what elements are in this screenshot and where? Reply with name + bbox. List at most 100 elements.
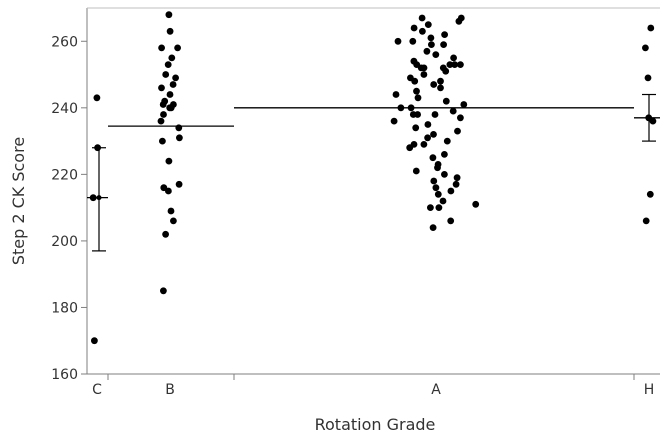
data-point: [167, 207, 175, 215]
data-point: [165, 157, 173, 165]
data-point: [170, 217, 177, 225]
data-point: [175, 180, 183, 188]
data-point: [432, 51, 440, 58]
data-point: [457, 61, 464, 68]
data-point: [158, 84, 165, 92]
data-point: [418, 14, 426, 22]
data-point: [93, 94, 101, 102]
data-point: [644, 74, 652, 82]
data-point: [169, 81, 177, 88]
data-point: [164, 61, 172, 68]
y-tick-label: 180: [51, 300, 78, 316]
data-point: [159, 101, 167, 108]
data-point: [455, 17, 463, 25]
data-point: [435, 204, 443, 212]
x-axis-label: Rotation Grade: [315, 415, 436, 434]
data-point: [442, 97, 450, 105]
x-tick-label: A: [431, 382, 441, 398]
mean-lines: [87, 107, 660, 199]
data-point: [160, 287, 167, 295]
data-point: [434, 190, 442, 198]
data-point: [91, 337, 98, 345]
data-point: [172, 74, 180, 82]
x-tick-label: B: [165, 382, 175, 398]
data-point: [440, 41, 447, 48]
data-point: [441, 171, 448, 178]
data-point: [412, 124, 420, 132]
data-point: [409, 37, 417, 45]
plot-area: [86, 7, 660, 375]
data-point: [446, 61, 454, 68]
data-point: [420, 141, 428, 148]
data-point: [424, 21, 432, 28]
error-bars: [92, 93, 656, 252]
data-point: [437, 84, 444, 92]
data-point: [406, 144, 414, 152]
data-point: [158, 44, 166, 52]
data-point: [430, 131, 437, 138]
data-point: [457, 114, 464, 122]
mean-marker: [96, 195, 102, 201]
data-point: [159, 137, 166, 145]
y-axis-label: Step 2 CK Score: [9, 137, 28, 265]
data-point: [165, 187, 172, 195]
data-point: [472, 200, 480, 208]
data-point: [175, 124, 183, 132]
data-point: [443, 137, 451, 145]
data-point: [176, 134, 183, 142]
data-point: [414, 94, 422, 102]
data-point: [437, 77, 444, 85]
data-point: [412, 167, 420, 175]
data-point: [452, 180, 460, 188]
mean-marker: [646, 115, 652, 121]
y-tick-label: 240: [51, 101, 78, 117]
data-point: [410, 24, 418, 32]
data-point: [439, 197, 447, 205]
data-point: [423, 47, 431, 55]
data-point: [424, 134, 431, 142]
data-point: [649, 117, 657, 125]
x-tick-label: C: [92, 382, 102, 398]
y-tick-label: 200: [51, 234, 78, 250]
data-point: [453, 174, 461, 182]
data-point: [392, 91, 400, 98]
data-point: [430, 81, 438, 88]
data-point: [429, 224, 437, 232]
x-tick-label: H: [644, 382, 655, 398]
data-point: [449, 107, 457, 115]
data-point: [162, 71, 170, 78]
data-point: [409, 111, 417, 118]
data-point: [157, 117, 165, 125]
data-point: [413, 87, 420, 95]
data-point: [447, 217, 455, 225]
data-point: [431, 111, 439, 118]
data-point: [419, 27, 426, 35]
data-point: [417, 64, 425, 72]
data-point: [428, 41, 435, 48]
data-point: [166, 104, 174, 112]
data-points: [89, 11, 657, 345]
y-tick-label: 220: [51, 167, 78, 183]
data-point: [420, 71, 428, 78]
data-point: [411, 77, 419, 85]
y-tick-label: 260: [51, 34, 78, 50]
data-point: [429, 154, 437, 162]
data-point: [451, 61, 459, 68]
data-point: [162, 230, 170, 238]
data-point: [165, 11, 173, 19]
data-point: [168, 54, 176, 62]
data-point: [160, 111, 167, 118]
y-tick-label: 160: [51, 367, 78, 383]
data-point: [430, 177, 438, 185]
data-point: [166, 27, 174, 35]
data-point: [427, 34, 435, 42]
data-point: [424, 121, 432, 128]
data-point: [441, 151, 448, 158]
data-point: [174, 44, 182, 52]
data-point: [642, 44, 649, 52]
data-point: [647, 24, 655, 32]
data-point: [442, 67, 450, 75]
data-point: [434, 164, 441, 172]
